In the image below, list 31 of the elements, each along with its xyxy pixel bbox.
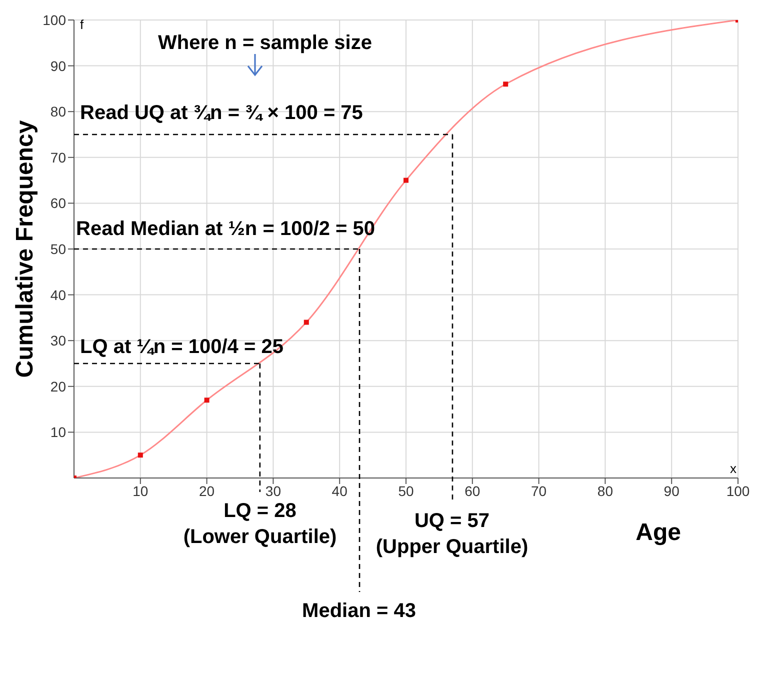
y-tick-label: 80 [50, 104, 66, 120]
y-tick-label: 90 [50, 58, 66, 74]
text: Median = 43 [302, 600, 416, 622]
annotation: Where n = sample size [158, 32, 372, 54]
text: LQ = 28 (Lower Quartile) [183, 500, 337, 548]
annotation: Read UQ at ¾n = ¾ × 100 = 75 [80, 102, 363, 124]
x-axis-title: Age [636, 519, 681, 546]
x-tick-label: 100 [726, 482, 750, 499]
x-tick-label: 30 [265, 482, 282, 499]
y-tick-label: 100 [42, 12, 66, 28]
x-tick-label: 20 [199, 482, 215, 499]
y-axis-title: Cumulative Frequency [11, 120, 38, 378]
x-tick-label: 90 [664, 482, 680, 499]
x-tick-label: 70 [531, 482, 547, 499]
text: UQ = 57 (Upper Quartile) [376, 510, 528, 558]
y-tick-label: 30 [50, 332, 66, 349]
x-tick-label: 80 [597, 482, 614, 499]
y-tick-label: 50 [50, 240, 66, 257]
annotation: x [730, 461, 737, 476]
y-tick-label: 60 [50, 195, 66, 212]
x-tick-label: 40 [332, 482, 348, 499]
y-tick-label: 40 [50, 286, 66, 303]
x-tick-label: 60 [464, 482, 480, 499]
x-tick-label: 10 [132, 482, 148, 499]
annotation: Read Median at ½n = 100/2 = 50 [76, 218, 376, 240]
y-tick-label: 70 [50, 149, 66, 166]
y-tick-label: 20 [50, 378, 66, 394]
x-tick-label: 50 [398, 482, 414, 499]
y-tick-label: 10 [50, 424, 66, 440]
annotation: LQ at ¼n = 100/4 = 25 [80, 336, 284, 358]
annotation: f [80, 17, 84, 32]
